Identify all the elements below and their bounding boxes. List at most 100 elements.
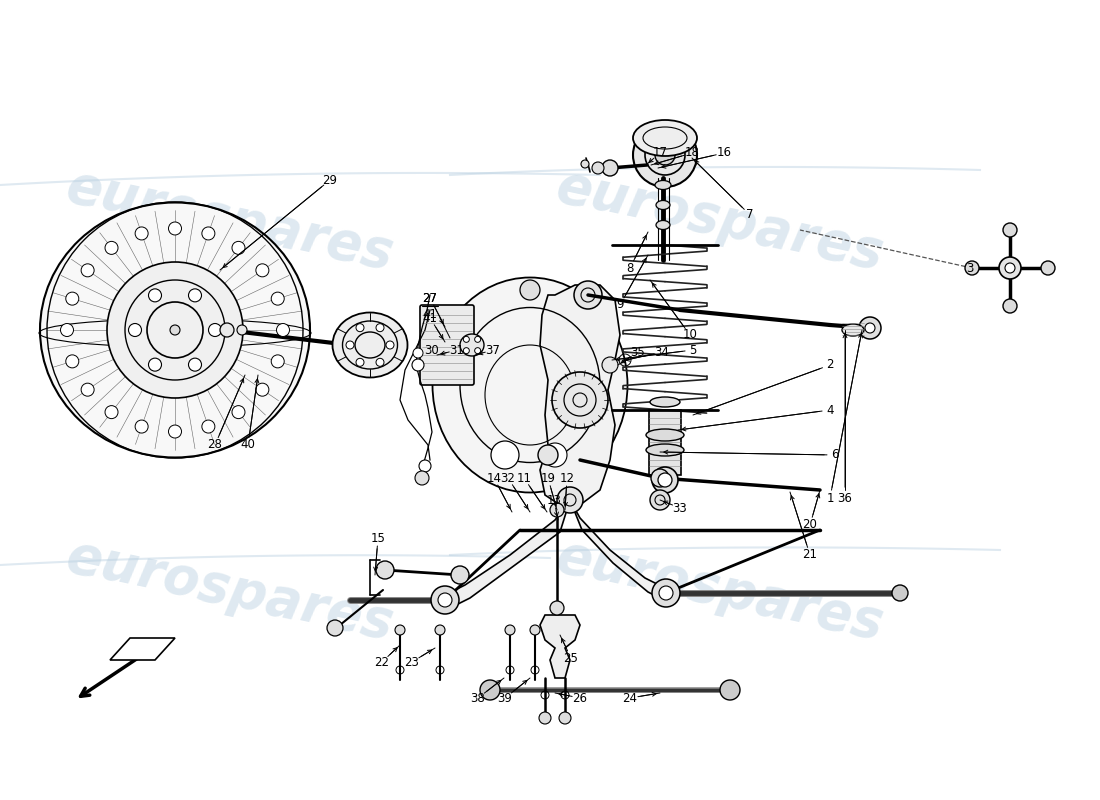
Text: 38: 38 <box>471 691 485 705</box>
Circle shape <box>81 264 95 277</box>
Circle shape <box>202 227 215 240</box>
Text: 10: 10 <box>683 329 697 342</box>
Bar <box>649 410 681 475</box>
Circle shape <box>451 566 469 584</box>
Ellipse shape <box>656 221 670 230</box>
Circle shape <box>581 160 589 168</box>
Circle shape <box>376 561 394 579</box>
Circle shape <box>965 261 979 275</box>
Text: 32: 32 <box>500 471 516 485</box>
Text: 18: 18 <box>684 146 700 159</box>
Circle shape <box>438 593 452 607</box>
Ellipse shape <box>650 397 680 407</box>
Circle shape <box>376 324 384 332</box>
Circle shape <box>256 383 268 396</box>
Text: 39: 39 <box>497 691 513 705</box>
Circle shape <box>475 348 481 354</box>
Circle shape <box>168 425 182 438</box>
Text: 34: 34 <box>654 346 670 358</box>
Circle shape <box>1003 223 1018 237</box>
Ellipse shape <box>332 313 407 378</box>
Circle shape <box>202 420 215 433</box>
Circle shape <box>135 227 149 240</box>
Ellipse shape <box>646 429 684 441</box>
Polygon shape <box>570 500 668 602</box>
Text: 6: 6 <box>832 449 838 462</box>
Circle shape <box>188 358 201 371</box>
Circle shape <box>658 473 672 487</box>
Circle shape <box>386 341 394 349</box>
Text: 14: 14 <box>486 471 502 485</box>
Text: 36: 36 <box>837 491 852 505</box>
Circle shape <box>1041 261 1055 275</box>
Ellipse shape <box>460 334 484 356</box>
Circle shape <box>129 323 142 337</box>
Circle shape <box>650 490 670 510</box>
Text: 27: 27 <box>422 291 438 305</box>
Circle shape <box>256 264 268 277</box>
Circle shape <box>272 292 284 305</box>
Circle shape <box>232 242 245 254</box>
Polygon shape <box>446 500 570 608</box>
Text: 31: 31 <box>450 343 464 357</box>
Circle shape <box>395 625 405 635</box>
Circle shape <box>491 441 519 469</box>
Circle shape <box>188 289 201 302</box>
Circle shape <box>652 579 680 607</box>
FancyBboxPatch shape <box>420 305 474 385</box>
Text: 1: 1 <box>826 491 834 505</box>
Text: 23: 23 <box>405 655 419 669</box>
Ellipse shape <box>656 201 670 210</box>
Circle shape <box>104 406 118 418</box>
Text: 13: 13 <box>547 494 561 506</box>
Circle shape <box>419 460 431 472</box>
Ellipse shape <box>654 181 671 190</box>
Circle shape <box>276 323 289 337</box>
Circle shape <box>859 317 881 339</box>
Text: eurospares: eurospares <box>62 160 398 280</box>
Circle shape <box>659 586 673 600</box>
Ellipse shape <box>646 444 684 456</box>
Text: 2: 2 <box>826 358 834 371</box>
Text: 41: 41 <box>422 311 438 325</box>
Circle shape <box>148 358 162 371</box>
Text: 16: 16 <box>716 146 732 159</box>
Text: 3: 3 <box>966 262 974 274</box>
Ellipse shape <box>632 120 697 156</box>
Circle shape <box>505 625 515 635</box>
Circle shape <box>602 357 618 373</box>
Circle shape <box>720 680 740 700</box>
Circle shape <box>66 355 79 368</box>
Circle shape <box>170 325 180 335</box>
Circle shape <box>463 348 470 354</box>
Circle shape <box>66 292 79 305</box>
Circle shape <box>434 625 446 635</box>
Circle shape <box>412 348 424 358</box>
Circle shape <box>356 358 364 366</box>
Circle shape <box>480 680 501 700</box>
Text: eurospares: eurospares <box>551 160 889 280</box>
Circle shape <box>220 323 234 337</box>
Circle shape <box>327 620 343 636</box>
Text: 27: 27 <box>422 291 438 305</box>
Circle shape <box>60 323 74 337</box>
Circle shape <box>557 487 583 513</box>
Circle shape <box>892 585 907 601</box>
Circle shape <box>538 445 558 465</box>
Text: 37: 37 <box>485 343 501 357</box>
Circle shape <box>592 162 604 174</box>
Circle shape <box>81 383 95 396</box>
Circle shape <box>865 323 874 333</box>
Text: 12: 12 <box>560 471 574 485</box>
Text: 15: 15 <box>371 531 385 545</box>
Text: 29: 29 <box>322 174 338 186</box>
Polygon shape <box>110 638 175 660</box>
Circle shape <box>1003 299 1018 313</box>
Text: 21: 21 <box>803 549 817 562</box>
Text: 19: 19 <box>540 471 556 485</box>
Text: 9: 9 <box>616 298 624 311</box>
Circle shape <box>135 420 149 433</box>
Text: 26: 26 <box>572 691 587 705</box>
Circle shape <box>431 586 459 614</box>
Circle shape <box>550 503 564 517</box>
